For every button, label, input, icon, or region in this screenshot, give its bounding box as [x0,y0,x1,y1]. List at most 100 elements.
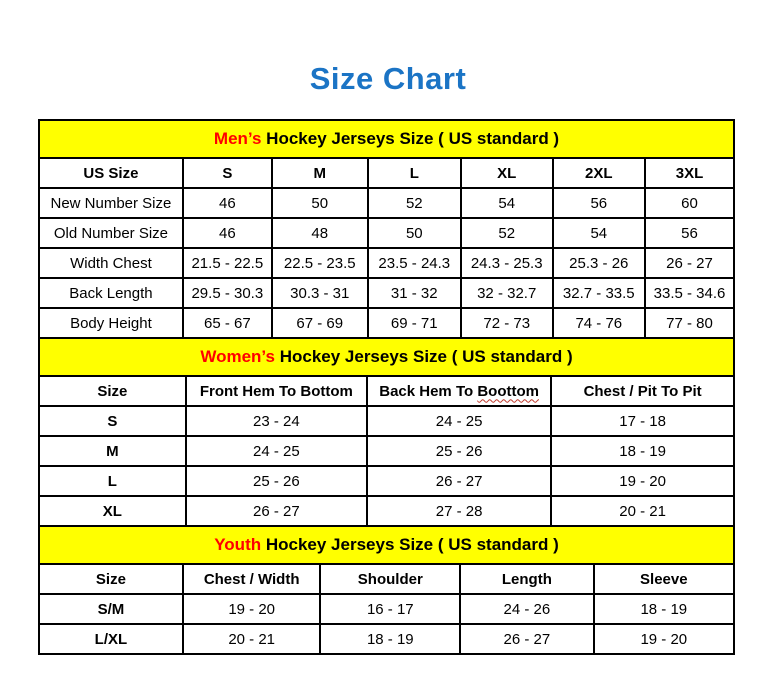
value-cell: 29.5 - 30.3 [181,277,273,309]
column-header-shoulder: Shoulder [319,563,462,595]
value-cell: 18 - 19 [592,593,736,625]
table-row: Width Chest 21.5 - 22.5 22.5 - 23.5 23.5 - … [38,247,735,279]
row-label-cell: Width Chest [38,247,184,279]
value-cell: 52 [459,217,554,249]
column-header-l: L [366,157,462,189]
header-row: Size Front Hem To Bottom Back Hem To Boott… [38,375,735,407]
youth-band-text: Hockey Jerseys Size ( US standard ) [261,535,559,554]
value-cell: 72 - 73 [459,307,554,339]
value-cell: 26 - 27 [184,495,369,527]
value-cell: 69 - 71 [366,307,462,339]
row-label-cell: Back Length [38,277,184,309]
youth-band-highlight: Youth [214,535,262,554]
column-header-2xl: 2XL [551,157,647,189]
column-header-chest-width: Chest / Width [181,563,322,595]
value-cell: 22.5 - 23.5 [270,247,369,279]
value-cell: 32 - 32.7 [459,277,554,309]
value-cell: 27 - 28 [366,495,553,527]
row-label-cell: M [38,435,187,467]
table-row: L 25 - 26 26 - 27 19 - 20 [38,465,735,497]
youth-section: Youth Hockey Jerseys Size ( US standard … [38,527,736,655]
value-cell: 46 [181,187,273,219]
mens-band-highlight: Men’s [213,129,262,148]
header-row: US Size S M L XL 2XL 3XL [38,157,735,189]
mens-band-text: Hockey Jerseys Size ( US standard ) [261,129,560,148]
size-chart: Men’s Hockey Jerseys Size ( US standard … [38,119,736,655]
value-cell: 60 [644,187,735,219]
value-cell: 56 [551,187,647,219]
value-cell: 19 - 20 [181,593,322,625]
header-row: Size Chest / Width Shoulder Length Sleeve [38,563,736,595]
value-cell: 26 - 27 [644,247,735,279]
value-cell: 25.3 - 26 [551,247,647,279]
value-cell: 33.5 - 34.6 [644,277,735,309]
value-cell: 17 - 18 [550,405,735,437]
table-row: Body Height 65 - 67 67 - 69 69 - 71 72 - 73 7… [38,307,735,339]
value-cell: 16 - 17 [319,593,462,625]
table-row: S/M 19 - 20 16 - 17 24 - 26 18 - 19 [38,593,736,625]
column-header-sleeve: Sleeve [592,563,736,595]
row-label-cell: S/M [38,593,184,625]
value-cell: 25 - 26 [366,435,553,467]
youth-band: Youth Hockey Jerseys Size ( US standard … [38,527,735,563]
column-header-length: Length [459,563,595,595]
page-title: Size Chart [309,61,467,96]
column-header-3xl: 3XL [644,157,735,189]
column-header-s: S [181,157,273,189]
row-label-cell: S [38,405,187,437]
mens-table: US Size S M L XL 2XL 3XL New Number Size 46 50 52 5… [38,157,735,339]
youth-table: Size Chest / Width Shoulder Length Sleeve S/M… [38,563,736,655]
value-cell: 24 - 25 [184,435,369,467]
value-cell: 67 - 69 [270,307,369,339]
row-label-cell: New Number Size [38,187,184,219]
womens-band-text: Hockey Jerseys Size ( US standard ) [274,347,573,366]
value-cell: 54 [459,187,554,219]
value-cell: 65 - 67 [181,307,273,339]
column-header-back-hem-to-boottom: Back Hem To Boottom [366,375,553,407]
value-cell: 77 - 80 [644,307,735,339]
value-cell: 50 [270,187,369,219]
value-cell: 23 - 24 [184,405,369,437]
value-cell: 54 [551,217,647,249]
value-cell: 19 - 20 [550,465,735,497]
value-cell: 26 - 27 [459,623,595,655]
womens-table: Size Front Hem To Bottom Back Hem To Boott… [38,375,735,527]
value-cell: 26 - 27 [366,465,553,497]
value-cell: 56 [644,217,735,249]
value-cell: 20 - 21 [550,495,735,527]
womens-section: Women’s Hockey Jerseys Size ( US standar… [38,339,735,527]
mens-section: Men’s Hockey Jerseys Size ( US standard … [38,119,735,339]
table-row: New Number Size 46 50 52 54 56 60 [38,187,735,219]
column-header-chest-pit-to-pit: Chest / Pit To Pit [550,375,735,407]
value-cell: 48 [270,217,369,249]
value-cell: 20 - 21 [181,623,322,655]
table-row: M 24 - 25 25 - 26 18 - 19 [38,435,735,467]
row-label-cell: Old Number Size [38,217,184,249]
value-cell: 32.7 - 33.5 [551,277,647,309]
column-header-xl: XL [459,157,554,189]
value-cell: 18 - 19 [319,623,462,655]
value-cell: 74 - 76 [551,307,647,339]
value-cell: 24.3 - 25.3 [459,247,554,279]
row-label-cell: Body Height [38,307,184,339]
value-cell: 46 [181,217,273,249]
value-cell: 25 - 26 [184,465,369,497]
table-row: L/XL 20 - 21 18 - 19 26 - 27 19 - 20 [38,623,736,655]
row-label-cell: L/XL [38,623,184,655]
column-header-m: M [270,157,369,189]
womens-band: Women’s Hockey Jerseys Size ( US standar… [38,339,735,375]
value-cell: 21.5 - 22.5 [181,247,273,279]
value-cell: 30.3 - 31 [270,277,369,309]
table-row: XL 26 - 27 27 - 28 20 - 21 [38,495,735,527]
column-header-front-hem-to-bottom: Front Hem To Bottom [184,375,369,407]
table-row: Old Number Size 46 48 50 52 54 56 [38,217,735,249]
column-header-size: Size [38,563,184,595]
womens-band-highlight: Women’s [200,347,275,366]
column-header-size: Size [38,375,187,407]
value-cell: 31 - 32 [366,277,462,309]
misspelled-word: Boottom [477,382,539,400]
value-cell: 23.5 - 24.3 [366,247,462,279]
value-cell: 18 - 19 [550,435,735,467]
table-row: Back Length 29.5 - 30.3 30.3 - 31 31 - 32 32… [38,277,735,309]
table-row: S 23 - 24 24 - 25 17 - 18 [38,405,735,437]
